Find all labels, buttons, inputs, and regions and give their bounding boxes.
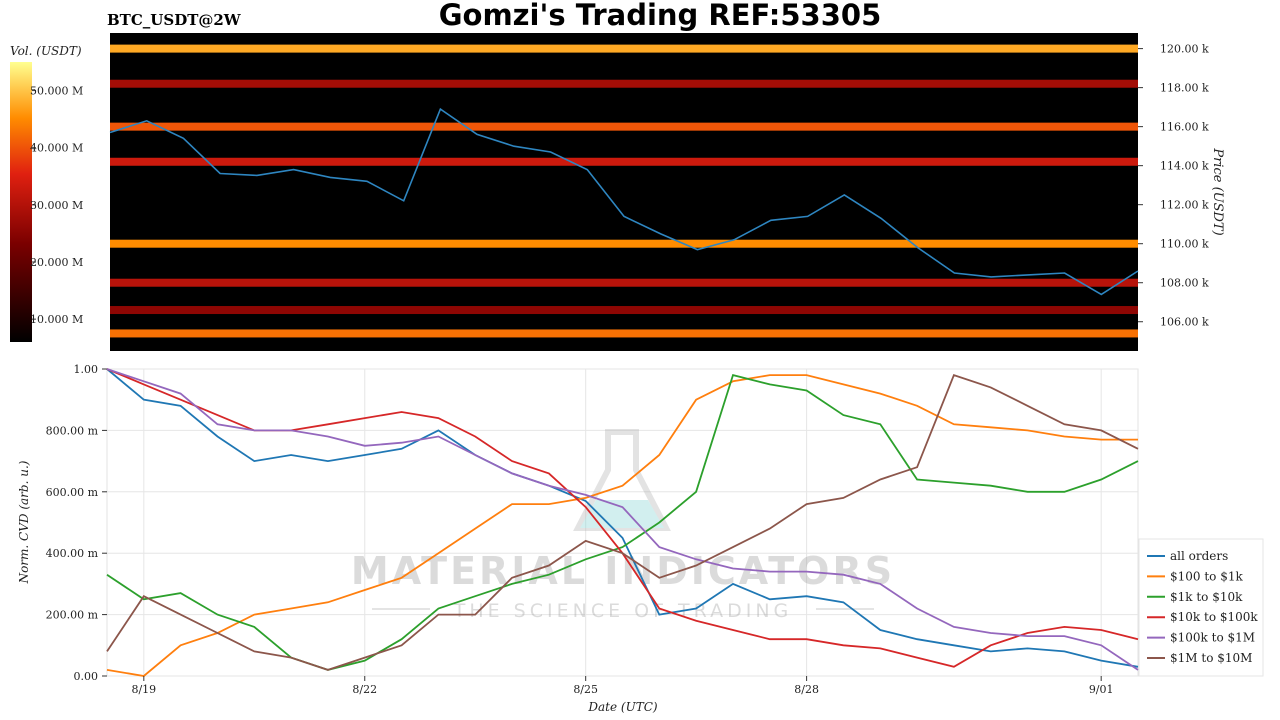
liquidity-band	[110, 157, 1138, 166]
cvd-y-tick-label: 1.00	[74, 363, 99, 376]
cvd-x-tick-label: 8/28	[794, 683, 819, 696]
price-axis-label: Price (USDT)	[1210, 147, 1225, 235]
watermark-tagline: THE SCIENCE OF TRADING	[453, 600, 793, 622]
cvd-y-tick-label: 400.00 m	[46, 547, 99, 560]
colorbar-label: Vol. (USDT)	[10, 44, 82, 58]
cvd-series-line	[106, 374, 1138, 677]
cvd-series-line	[106, 374, 1139, 671]
liquidity-band	[110, 239, 1138, 248]
liquidity-band	[110, 79, 1138, 88]
legend-entry-label: $100 to $1k	[1170, 569, 1243, 583]
liquidity-band	[110, 122, 1138, 131]
legend-entry-label: $100k to $1M	[1170, 631, 1255, 645]
cvd-x-tick-label: 8/19	[131, 683, 156, 696]
price-tick-label: 108.00 k	[1160, 277, 1209, 290]
cvd-y-axis-label: Norm. CVD (arb. u.)	[17, 460, 31, 584]
price-tick-label: 118.00 k	[1160, 82, 1209, 95]
cvd-panel: MATERIAL INDICATORS THE SCIENCE OF TRADI…	[17, 363, 1139, 714]
liquidity-band	[110, 329, 1138, 338]
symbol-label: BTC_USDT@2W	[107, 11, 242, 29]
price-tick-label: 114.00 k	[1160, 160, 1209, 173]
price-line	[109, 107, 1139, 296]
cvd-series-line	[106, 368, 1139, 671]
colorbar-tick-label: 20.000 M	[30, 256, 83, 269]
colorbar-tick-label: 50.000 M	[30, 85, 83, 98]
price-tick-label: 110.00 k	[1160, 238, 1209, 251]
legend-entry-label: $10k to $100k	[1170, 610, 1258, 624]
legend-entry-label: all orders	[1170, 549, 1228, 563]
cvd-x-tick-label: 8/25	[573, 683, 598, 696]
legend-box	[1138, 538, 1264, 677]
cvd-x-tick-label: 9/01	[1089, 683, 1114, 696]
liquidity-band	[110, 44, 1138, 53]
price-tick-label: 112.00 k	[1160, 199, 1209, 212]
price-tick-label: 120.00 k	[1160, 43, 1209, 56]
colorbar-tick-label: 10.000 M	[30, 313, 83, 326]
cvd-series-line	[106, 373, 1139, 671]
cvd-plot-area	[106, 368, 1139, 677]
liquidity-band	[110, 278, 1138, 287]
legend-entry-label: $1k to $10k	[1170, 590, 1243, 604]
legend-entry-label: $1M to $10M	[1170, 651, 1252, 665]
flask-icon	[573, 429, 671, 531]
price-tick-label: 106.00 k	[1160, 316, 1209, 329]
cvd-x-tick-label: 8/22	[352, 683, 377, 696]
liquidity-band	[110, 306, 1138, 315]
colorbar-gradient	[10, 62, 32, 342]
watermark-name: MATERIAL INDICATORS	[351, 549, 895, 593]
price-tick-label: 116.00 k	[1160, 121, 1209, 134]
heatmap-panel: 106.00 k 108.00 k 110.00 k 112.00 k 114.00 k…	[109, 33, 1225, 351]
cvd-y-tick-label: 0.00	[74, 670, 99, 683]
cvd-x-axis-label: Date (UTC)	[587, 700, 657, 714]
colorbar: Vol. (USDT) 10.000 M 20.000 M 30.000 M 40.0…	[10, 44, 83, 342]
cvd-y-tick-label: 200.00 m	[46, 609, 99, 622]
cvd-series-line	[106, 368, 1139, 668]
colorbar-tick-label: 30.000 M	[30, 199, 83, 212]
flask-liquid	[580, 500, 664, 528]
chart-title: Gomzi's Trading REF:53305	[439, 0, 882, 32]
legend: all orders $100 to $1k $1k to $10k $10k to …	[1138, 538, 1264, 677]
cvd-y-tick-label: 800.00 m	[46, 424, 99, 437]
colorbar-tick-label: 40.000 M	[30, 142, 83, 155]
cvd-y-tick-label: 600.00 m	[46, 486, 99, 499]
